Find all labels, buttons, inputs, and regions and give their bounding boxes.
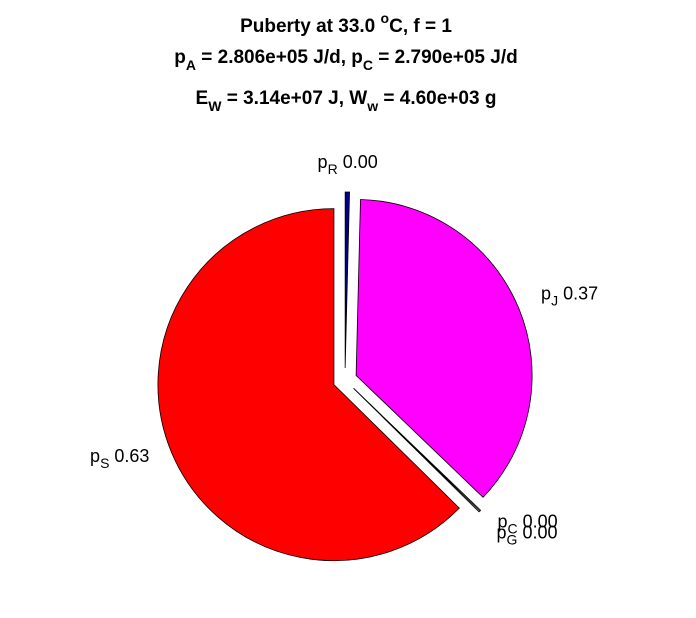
label-symbol: p [541, 283, 551, 303]
label-symbol: p [497, 511, 507, 531]
title-text: = 4.60e+03 g [378, 88, 496, 109]
slice-label: pC 0.00 [497, 511, 557, 536]
title-text: p [174, 47, 186, 68]
label-category: R [328, 161, 338, 177]
title-text: = 2.790e+05 J/d [373, 47, 518, 68]
title-text: C, f = 1 [389, 16, 452, 37]
chart-title: Puberty at 33.0 oC, f = 1 pA = 2.806e+05… [174, 10, 517, 114]
label-value: 0.37 [563, 283, 598, 303]
slice-label: pS 0.63 [90, 446, 149, 471]
label-category: J [551, 292, 558, 308]
title-line: Puberty at 33.0 oC, f = 1 [240, 10, 452, 37]
label-value: 0.00 [343, 152, 378, 172]
title-line: pA = 2.806e+05 J/d, pC = 2.790e+05 J/d [174, 47, 517, 73]
title-text: = 2.806e+05 J/d, p [196, 47, 363, 68]
label-value: 0.00 [523, 511, 558, 531]
title-text: = 3.14e+07 J, W [221, 88, 367, 109]
label-category: C [507, 520, 517, 536]
slice-label: pR 0.00 [318, 152, 378, 177]
title-sub: W [208, 98, 222, 114]
title-sub: C [363, 57, 373, 73]
label-symbol: p [90, 446, 100, 466]
pie-slice [355, 199, 533, 498]
label-category: G [507, 531, 518, 547]
title-line: EW = 3.14e+07 J, Ww = 4.60e+03 g [196, 88, 497, 114]
slice-label: pG 0.00 [497, 522, 558, 547]
label-symbol: p [497, 522, 507, 542]
pie-slice [344, 191, 350, 369]
title-text: Puberty at 33.0 [240, 16, 380, 37]
label-value: 0.63 [114, 446, 149, 466]
title-sub: w [366, 98, 378, 114]
title-sup: o [381, 10, 390, 26]
label-category: S [100, 455, 109, 471]
title-text: E [196, 88, 209, 109]
title-sub: A [186, 57, 196, 73]
pie-slice [157, 208, 460, 562]
slice-label: pJ 0.37 [541, 283, 598, 308]
label-value: 0.00 [522, 522, 557, 542]
label-symbol: p [318, 152, 328, 172]
pie-slice [353, 388, 481, 513]
